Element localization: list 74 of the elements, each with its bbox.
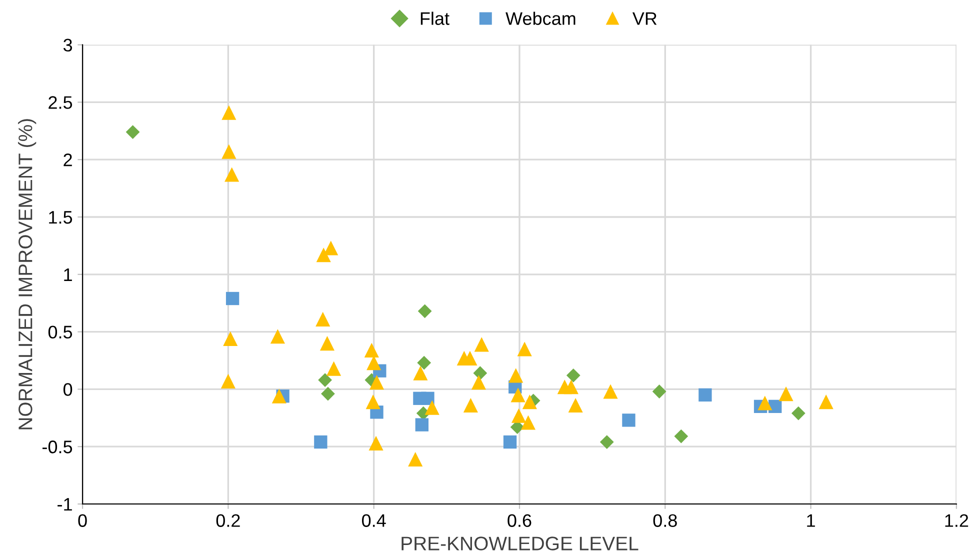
point [320,336,335,351]
point [424,400,440,415]
point [413,366,428,380]
point [818,394,834,410]
point [316,312,330,326]
y-tick-label: 0 [63,383,72,396]
x-tick-label: 0 [78,514,87,527]
point [324,240,338,256]
point [272,388,286,404]
point [364,342,379,358]
point [321,386,335,401]
point [603,384,618,399]
y-tick-label: 0.5 [48,326,72,339]
y-tick-label: 3 [63,38,72,52]
point [674,429,688,444]
point [522,394,537,410]
point [510,388,526,402]
point [698,388,712,402]
point [408,452,423,467]
y-tick-label: -0.5 [42,440,72,454]
point [520,415,536,430]
point [568,398,583,413]
point [778,386,794,402]
point [517,342,532,356]
point [566,368,580,382]
y-tick-label: -1 [58,498,72,511]
point [224,167,240,182]
x-tick-label: 0.4 [362,514,386,527]
point [220,374,236,388]
x-tick-label: 0.2 [216,514,240,527]
legend-label: Flat [420,12,450,25]
point [366,356,382,370]
point [473,366,488,380]
point [417,356,432,370]
point [223,331,238,346]
y-tick-label: 2 [64,154,72,166]
point [463,398,478,413]
point [415,418,428,432]
x-axis-title: PRE-KNOWLEDGE LEVEL [402,536,638,550]
point [222,144,236,159]
legend-label: Webcam [506,12,576,25]
point [318,373,332,387]
x-tick-label: 1.2 [945,514,968,527]
point [503,435,517,449]
point [368,436,384,450]
x-tick-label: 0.8 [653,514,677,527]
point [316,248,331,262]
point [474,337,489,352]
point [652,384,666,398]
point [471,375,486,390]
point [791,406,806,420]
point [758,396,772,410]
point [126,125,140,139]
point [564,380,578,394]
x-tick-label: 0.6 [508,514,532,527]
y-tick-label: 1.5 [49,211,72,224]
x-tick-label: 1 [807,514,815,527]
point [270,329,285,344]
point [314,435,328,449]
y-tick-label: 1 [64,268,72,281]
point [369,375,384,390]
point [511,408,526,423]
point [366,394,380,410]
point [508,368,524,383]
point [222,105,236,120]
point [226,292,240,306]
y-tick-label: 2.5 [48,96,72,109]
point [326,361,342,376]
point [418,304,432,318]
y-axis-title: NORMALIZED IMPROVEMENT (%) [18,119,36,430]
point [622,414,636,427]
point [600,435,614,449]
legend-label: VR [632,12,657,25]
point [421,392,434,405]
